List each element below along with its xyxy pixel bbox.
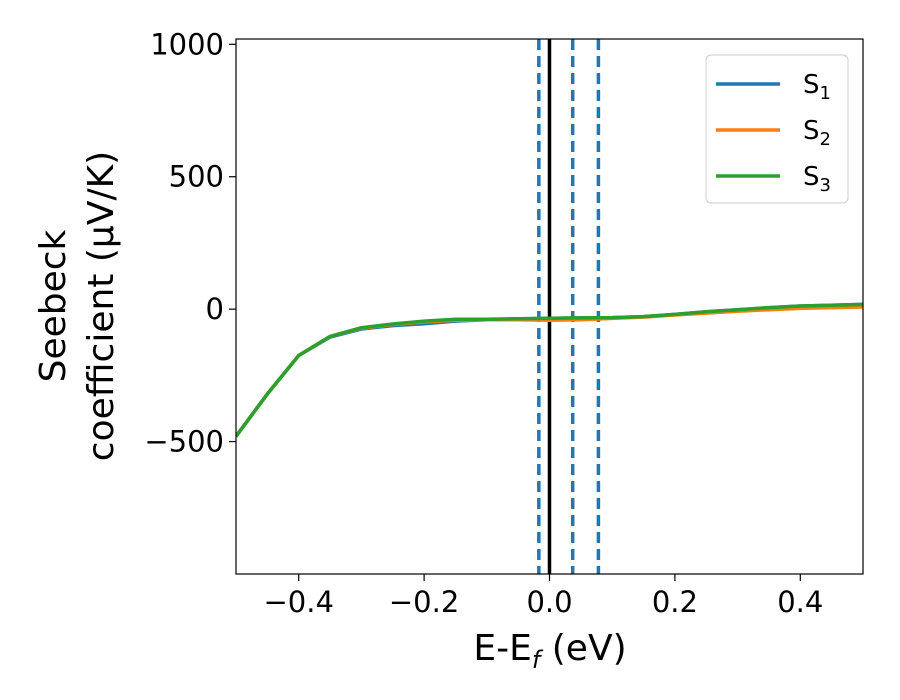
vertical-lines: [537, 39, 601, 574]
y-tick-label: 1000: [150, 27, 224, 61]
x-tick-label: −0.2: [389, 585, 459, 619]
y-tick-label: 500: [169, 160, 224, 194]
x-axis: −0.4 −0.2 0.0 0.2 0.4: [263, 574, 823, 619]
y-axis-label-line2: coefficient (μV/K): [81, 151, 122, 461]
x-axis-label: E-Ef (eV): [473, 628, 626, 674]
y-tick-label: 0: [206, 292, 224, 326]
x-tick-label: 0.2: [652, 585, 698, 619]
series-line-s3: [236, 302, 863, 438]
legend-label-s3: S3: [803, 162, 831, 196]
x-tick-label: 0.0: [526, 585, 572, 619]
y-axis: −500 0 500 1000: [144, 27, 236, 459]
series-layer: [236, 302, 863, 438]
y-axis-label-line1: Seebeck: [33, 229, 74, 382]
legend-label-s1: S1: [803, 70, 831, 104]
x-tick-label: −0.4: [263, 585, 333, 619]
x-tick-label: 0.4: [777, 585, 823, 619]
legend: S1 S2 S3: [705, 54, 849, 204]
y-axis-label: Seebeck coefficient (μV/K): [33, 151, 122, 461]
y-tick-label: −500: [144, 425, 224, 459]
legend-label-s2: S2: [803, 116, 831, 150]
